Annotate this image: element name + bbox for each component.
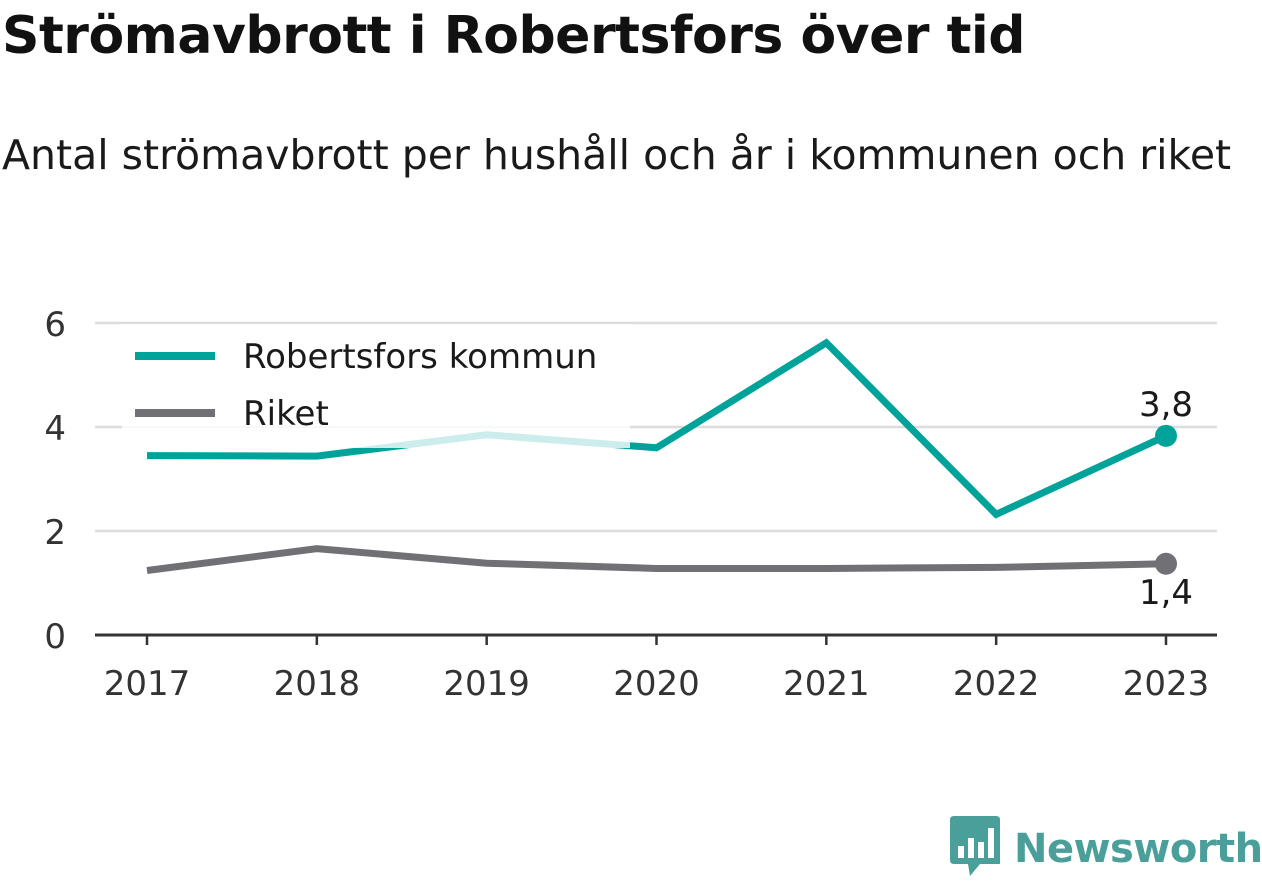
y-tick-label: 4 — [44, 409, 66, 449]
y-tick-label: 0 — [44, 617, 66, 657]
x-tick-label: 2017 — [104, 664, 191, 704]
x-tick-label: 2020 — [613, 664, 700, 704]
legend-box — [122, 324, 630, 448]
brand-logo[interactable]: Newsworthy — [950, 816, 1262, 882]
end-value-label: 1,4 — [1139, 573, 1193, 613]
y-tick-label: 2 — [44, 513, 66, 553]
y-tick-label: 6 — [44, 305, 66, 345]
x-tick-label: 2022 — [953, 664, 1040, 704]
brand-name: Newsworthy — [1014, 826, 1262, 872]
end-point-marker — [1155, 424, 1177, 447]
newsworthy-logo-icon — [950, 816, 1000, 882]
chart-title: Strömavbrott i Robertsfors över tid — [2, 6, 1025, 66]
x-tick-label: 2019 — [443, 664, 530, 704]
legend-label: Robertsfors kommun — [243, 337, 597, 377]
x-tick-label: 2018 — [274, 664, 361, 704]
series-line-1 — [146, 545, 1167, 574]
x-tick-label: 2023 — [1123, 664, 1210, 704]
x-tick-label: 2021 — [783, 664, 870, 704]
end-value-label: 3,8 — [1139, 385, 1193, 425]
legend-label: Riket — [243, 394, 329, 434]
series-line-0 — [146, 338, 1168, 519]
end-point-marker — [1155, 552, 1177, 575]
chart-subtitle: Antal strömavbrott per hushåll och år i … — [2, 131, 1232, 179]
